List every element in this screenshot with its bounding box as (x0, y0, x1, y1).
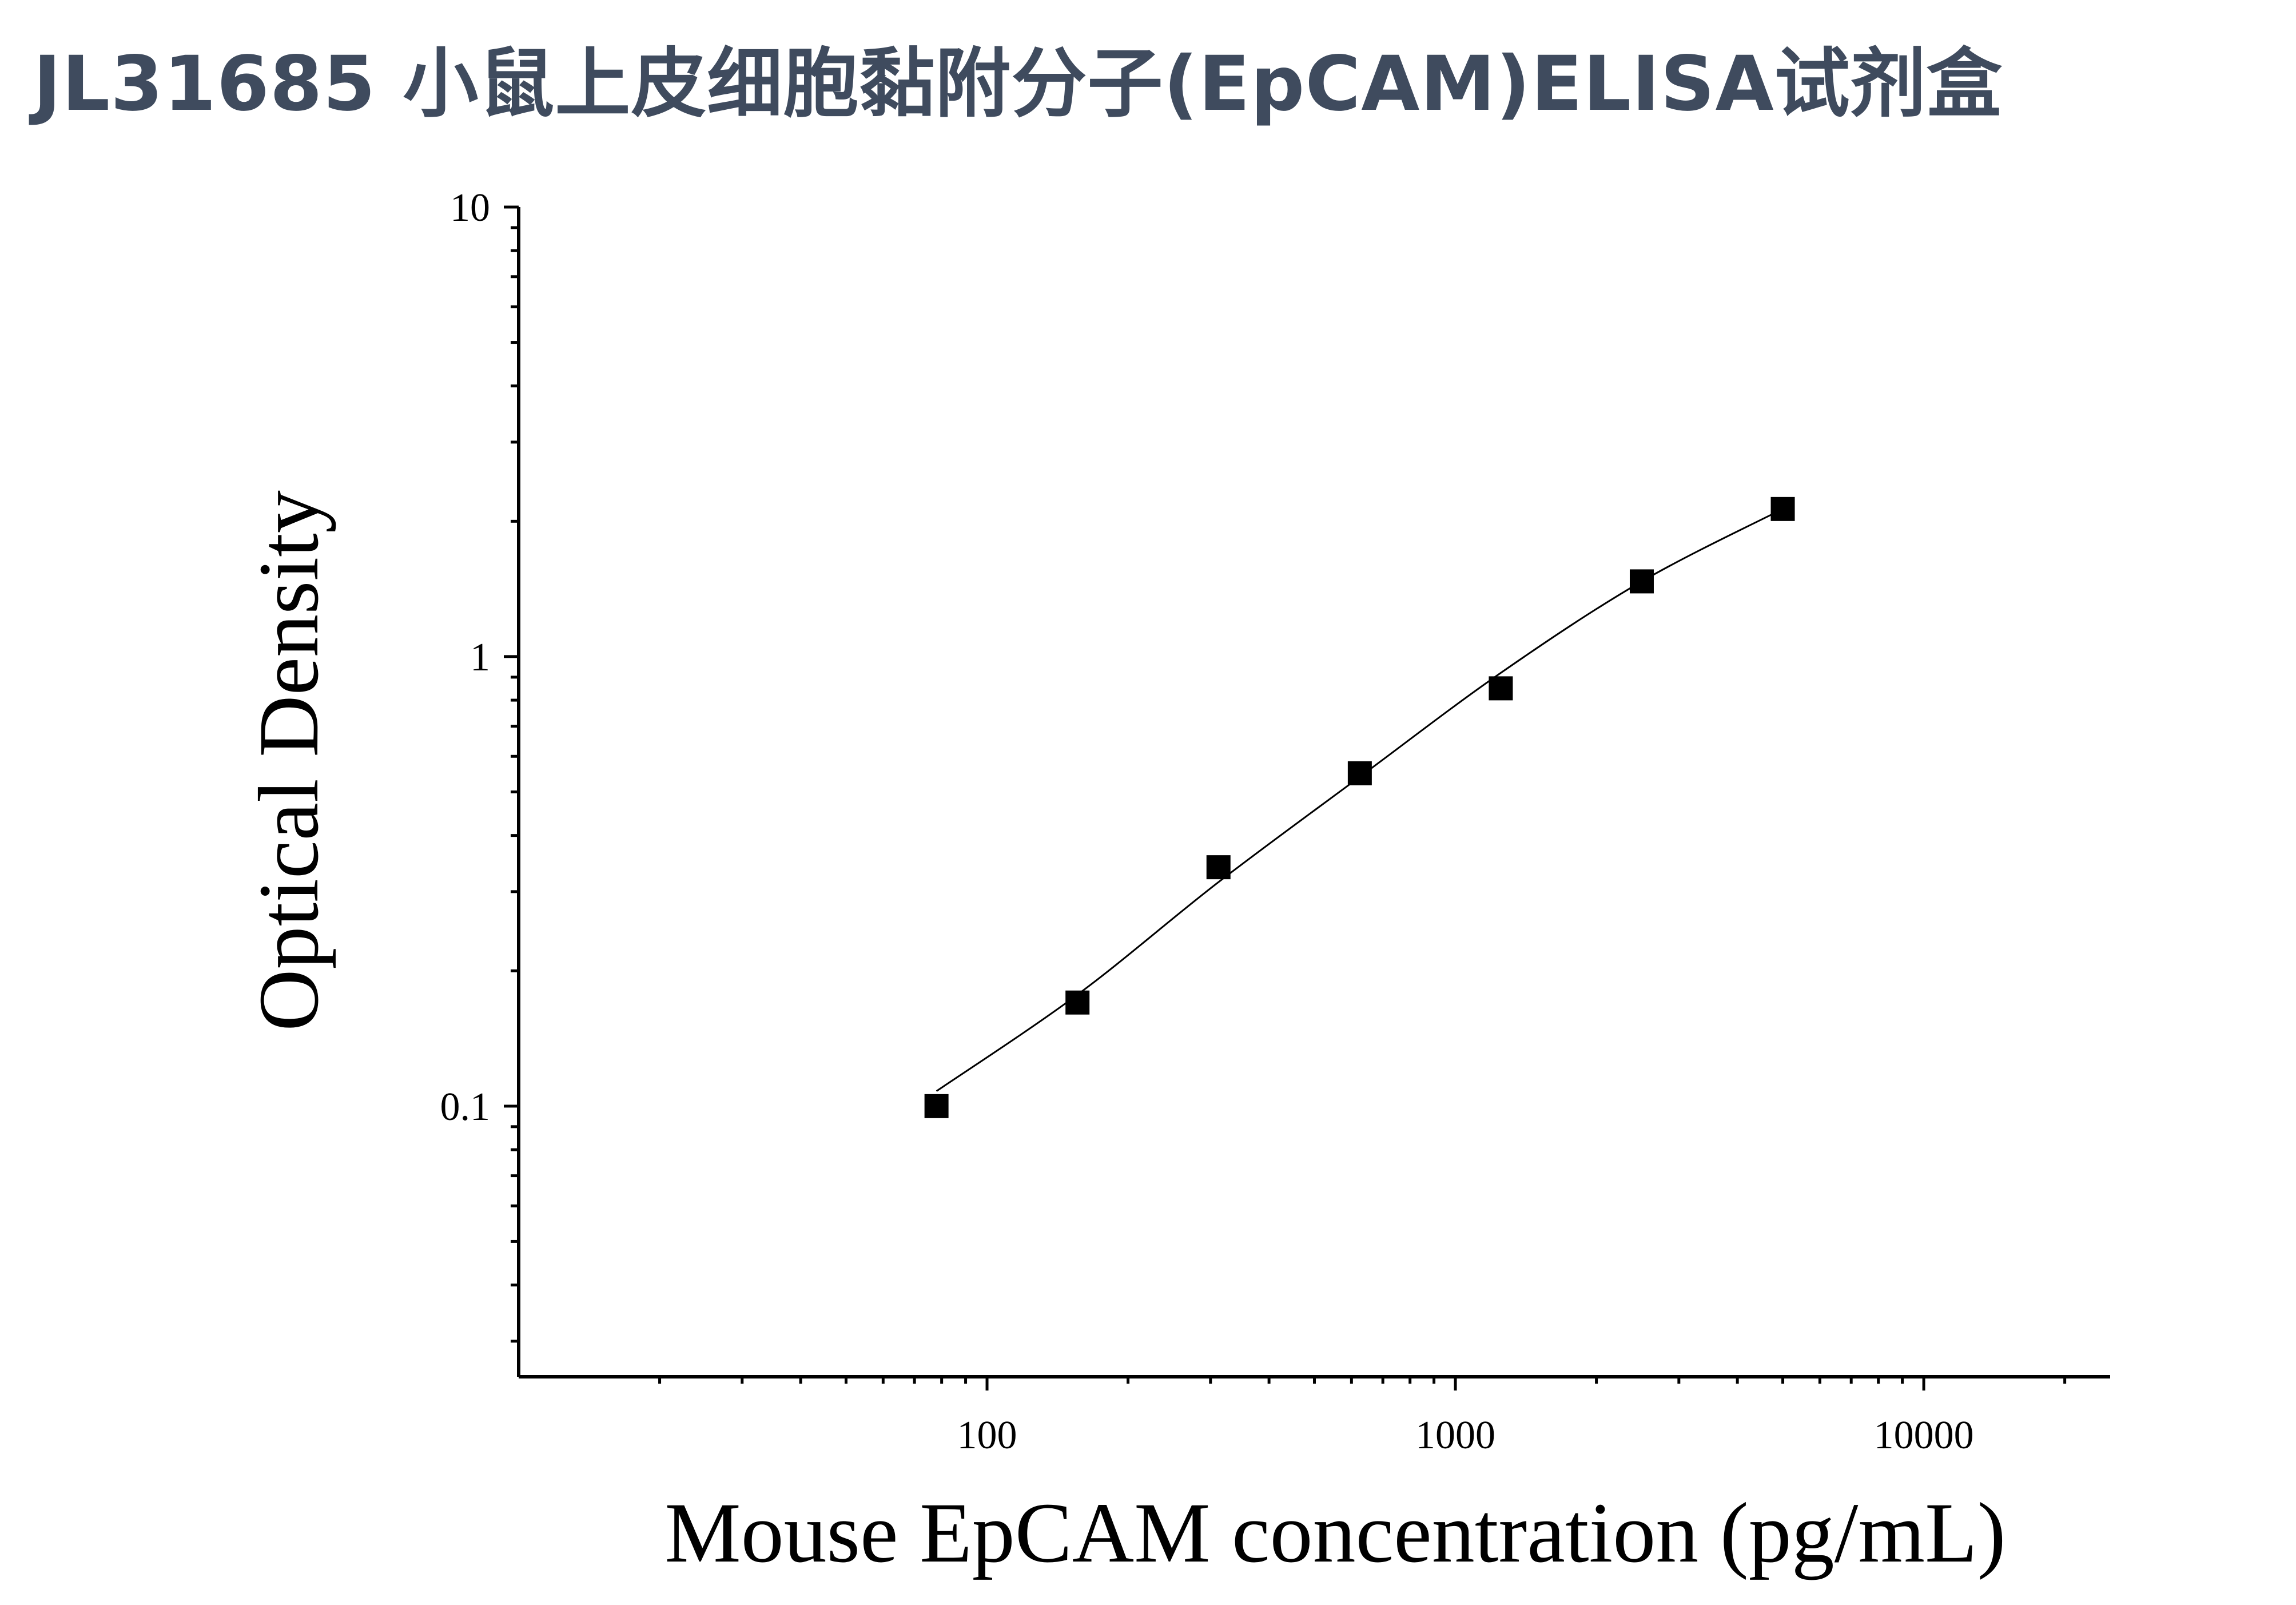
data-point (1629, 569, 1654, 594)
data-point (1065, 990, 1090, 1015)
y-tick-label: 10 (450, 186, 490, 230)
x-tick-label: 10000 (1874, 1413, 1974, 1457)
y-tick-label: 1 (470, 635, 490, 680)
data-point (1206, 855, 1231, 880)
data-point (1770, 496, 1795, 521)
data-point (1489, 676, 1513, 701)
axes: 100 1000 10000 0.1 1 10 (440, 186, 2110, 1457)
x-tick-label: 100 (957, 1413, 1017, 1457)
fit-curve-line (936, 508, 1784, 1092)
x-axis-label: Mouse EpCAM concentration (pg/mL) (664, 1485, 2005, 1580)
data-point (924, 1094, 949, 1118)
y-tick-label: 0.1 (440, 1085, 491, 1129)
x-tick-label: 1000 (1415, 1413, 1495, 1457)
y-axis-label: Optical Density (241, 490, 336, 1031)
data-point (1347, 761, 1372, 785)
data-points-layer (924, 496, 1795, 1118)
page-title: JL31685 小鼠上皮细胞黏附分子(EpCAM)ELISA试剂盒 (33, 40, 2003, 128)
fit-curve-layer (936, 508, 1784, 1092)
